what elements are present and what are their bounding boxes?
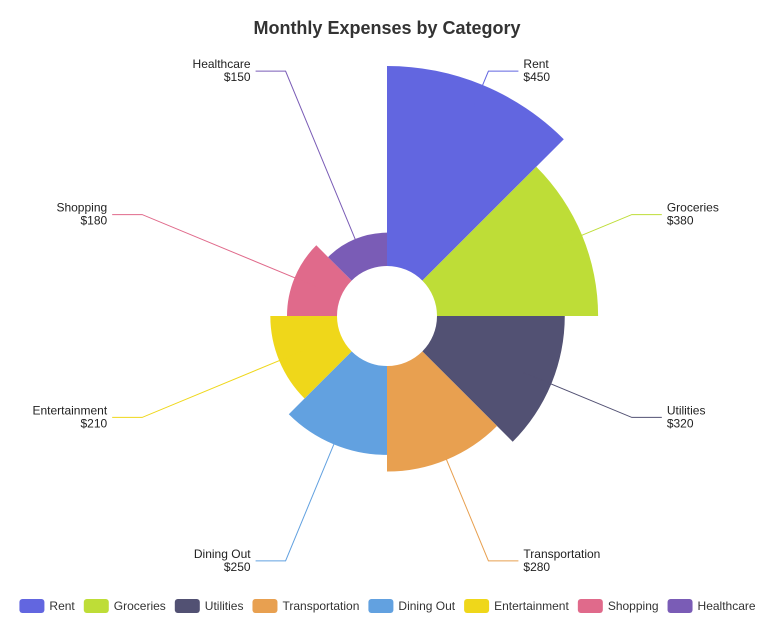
legend-label-rent: Rent <box>49 599 75 613</box>
slice-value-entertainment: $210 <box>80 416 107 430</box>
slice-label-dining-out: Dining Out <box>194 547 251 561</box>
leader-line-shopping <box>112 214 323 290</box>
leader-line-utilities <box>523 372 662 418</box>
slice-shopping[interactable] <box>287 245 352 316</box>
legend-item-groceries[interactable]: Groceries <box>83 599 166 613</box>
chart-title: Monthly Expenses by Category <box>253 18 520 38</box>
legend-swatch-shopping <box>577 599 603 613</box>
leader-line-healthcare <box>255 70 368 267</box>
slice-healthcare[interactable] <box>328 232 387 281</box>
legend-item-utilities[interactable]: Utilities <box>174 599 244 613</box>
slice-value-transportation: $280 <box>523 560 550 574</box>
slice-label-groceries: Groceries <box>667 201 719 215</box>
slice-entertainment[interactable] <box>270 316 352 399</box>
slice-value-dining-out: $250 <box>224 560 251 574</box>
legend-item-entertainment[interactable]: Entertainment <box>464 599 569 613</box>
slice-labels: Rent$450 Groceries$380 Utilities$320 Transp… <box>32 57 718 574</box>
legend-item-dining-out[interactable]: Dining Out <box>368 599 456 613</box>
legend-label-entertainment: Entertainment <box>494 599 569 613</box>
legend-label-healthcare: Healthcare <box>698 599 756 613</box>
legend-swatch-groceries <box>83 599 109 613</box>
slice-value-groceries: $380 <box>667 214 694 228</box>
slice-dining-out[interactable] <box>288 351 387 455</box>
slice-label-entertainment: Entertainment <box>32 403 107 417</box>
legend-label-utilities: Utilities <box>205 599 244 613</box>
leader-line-rent <box>470 70 519 113</box>
legend-item-shopping[interactable]: Shopping <box>577 599 659 613</box>
legend-label-shopping: Shopping <box>608 599 659 613</box>
legend: Rent Groceries Utilities Transportation Dini… <box>19 599 756 613</box>
slice-transportation[interactable] <box>387 351 497 472</box>
legend-item-transportation[interactable]: Transportation <box>252 599 359 613</box>
leader-line-groceries <box>554 214 662 248</box>
legend-label-dining-out: Dining Out <box>398 599 455 613</box>
slice-value-utilities: $320 <box>667 416 694 430</box>
legend-swatch-rent <box>19 599 45 613</box>
legend-swatch-healthcare <box>667 599 693 613</box>
legend-swatch-utilities <box>174 599 200 613</box>
legend-swatch-transportation <box>252 599 278 613</box>
slice-value-shopping: $180 <box>80 214 107 228</box>
slice-label-healthcare: Healthcare <box>193 57 251 71</box>
slice-groceries[interactable] <box>422 166 599 316</box>
legend-swatch-entertainment <box>464 599 490 613</box>
legend-label-transportation: Transportation <box>282 599 359 613</box>
legend-item-rent[interactable]: Rent <box>19 599 75 613</box>
slice-value-healthcare: $150 <box>224 70 251 84</box>
slice-label-utilities: Utilities <box>667 403 706 417</box>
leader-line-dining-out <box>255 416 346 562</box>
leader-line-transportation <box>434 431 519 562</box>
slice-utilities[interactable] <box>422 316 565 442</box>
slice-label-shopping: Shopping <box>56 201 107 215</box>
slice-value-rent: $450 <box>523 70 550 84</box>
slice-rent[interactable] <box>387 66 564 281</box>
slice-label-rent: Rent <box>523 57 549 71</box>
legend-label-groceries: Groceries <box>114 599 166 613</box>
label-leader-lines <box>112 70 662 562</box>
leader-line-entertainment <box>112 348 308 418</box>
legend-item-healthcare[interactable]: Healthcare <box>667 599 756 613</box>
rose-slices <box>270 66 599 472</box>
legend-swatch-dining-out <box>368 599 394 613</box>
slice-label-transportation: Transportation <box>523 547 600 561</box>
